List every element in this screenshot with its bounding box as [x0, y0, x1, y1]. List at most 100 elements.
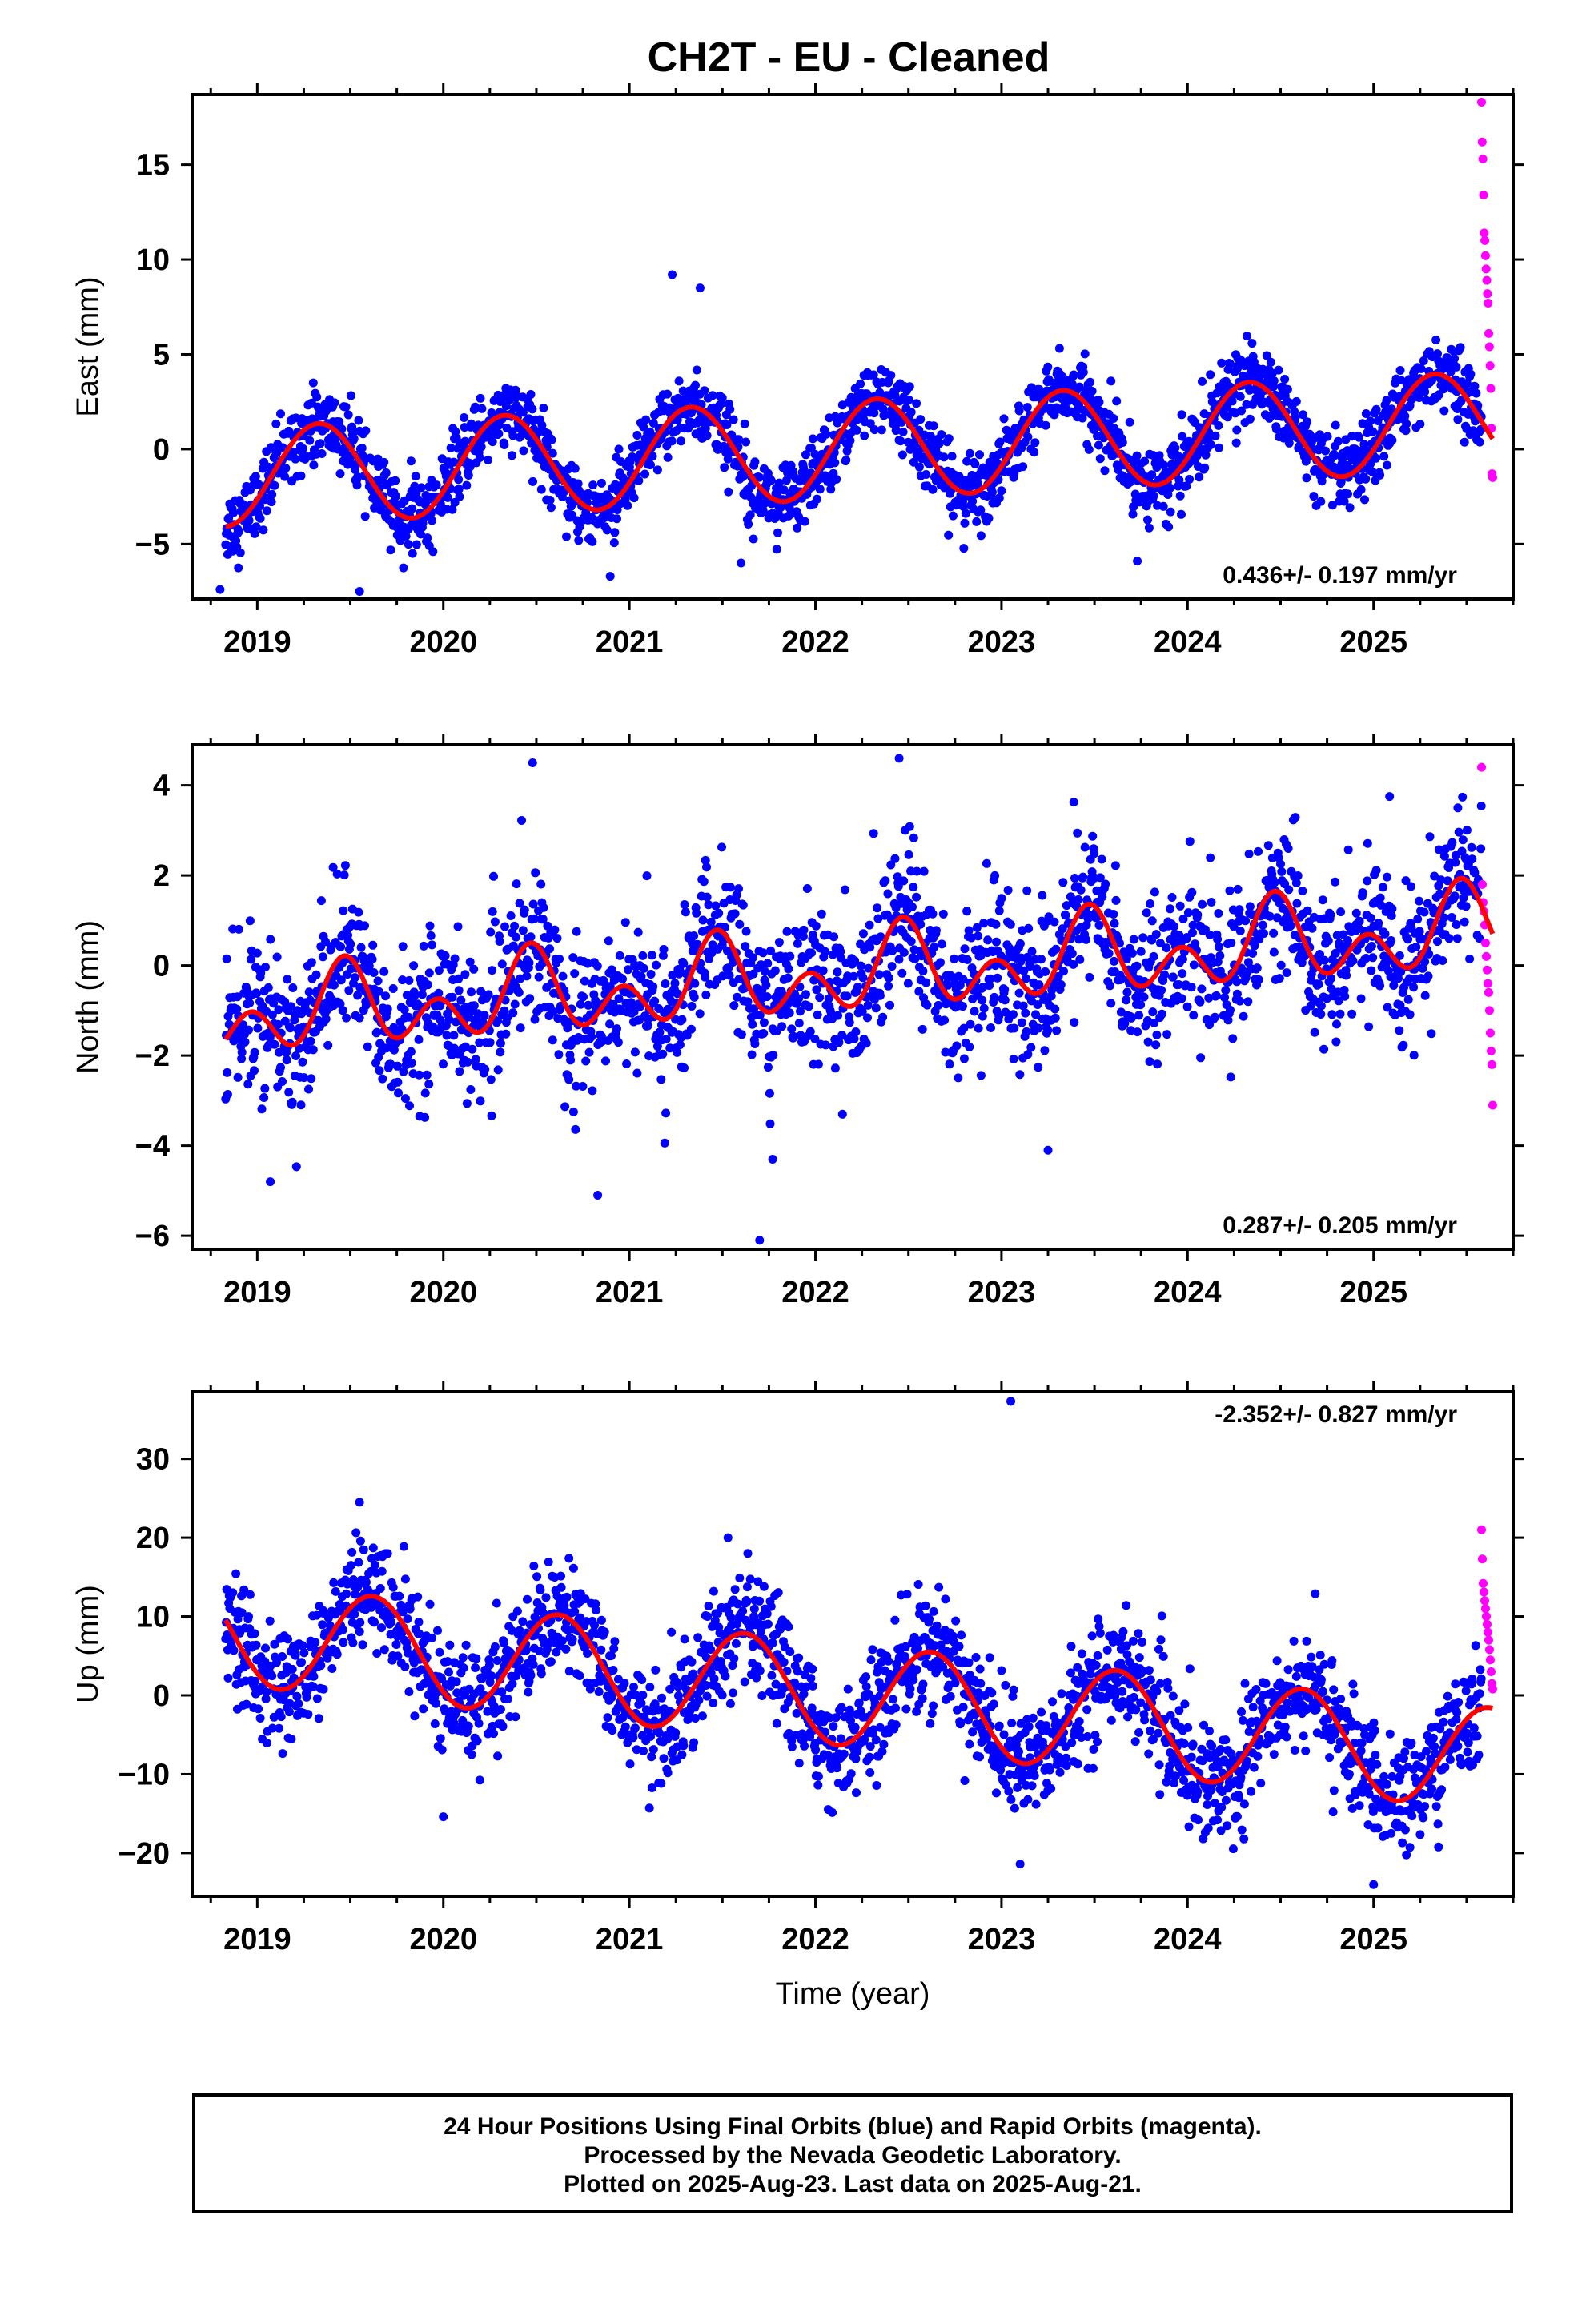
final-orbit-point [573, 479, 583, 489]
final-orbit-point [336, 942, 346, 951]
final-orbit-point [373, 976, 383, 986]
final-orbit-point [510, 921, 520, 931]
final-orbit-point [485, 1038, 495, 1047]
final-orbit-point [1162, 1030, 1172, 1039]
final-orbit-point [255, 513, 265, 523]
final-orbit-point [232, 1004, 242, 1014]
final-orbit-point [262, 506, 271, 516]
final-orbit-point [1106, 999, 1116, 1008]
final-orbit-point [558, 971, 568, 981]
final-orbit-point [610, 528, 620, 537]
final-orbit-point [405, 1604, 415, 1614]
final-orbit-point [267, 497, 276, 507]
final-orbit-point [908, 903, 917, 911]
final-orbit-point [375, 1066, 384, 1076]
final-orbit-point [484, 455, 492, 464]
final-orbit-point [1339, 497, 1349, 506]
y-tick-label: 0 [153, 950, 170, 983]
final-orbit-point [1241, 916, 1251, 926]
panel-0: 2019 2020 2021 2022 2023 2024 2025−5051015East… [71, 83, 1524, 659]
final-orbit-point [1138, 933, 1148, 943]
final-orbit-point [317, 449, 327, 458]
final-orbit-point [1361, 474, 1371, 484]
y-tick-label: 2 [153, 859, 170, 893]
final-orbit-point [278, 1652, 287, 1661]
final-orbit-point [460, 413, 469, 422]
final-orbit-point [572, 1081, 581, 1091]
final-orbit-point [1166, 483, 1174, 493]
final-orbit-point [878, 1012, 888, 1022]
final-orbit-point [984, 513, 994, 523]
final-orbit-point [633, 927, 643, 937]
final-orbit-point [730, 909, 740, 919]
final-orbit-point [525, 994, 535, 1003]
final-orbit-point [1075, 955, 1085, 964]
final-orbit-point [1146, 899, 1155, 908]
final-orbit-point [734, 435, 743, 444]
final-orbit-point [629, 1007, 639, 1016]
final-orbit-point [723, 454, 733, 464]
final-orbit-point [691, 380, 700, 390]
final-orbit-point [496, 1039, 505, 1048]
final-orbit-point [1168, 972, 1178, 982]
final-orbit-point [897, 450, 907, 460]
final-orbit-point [1303, 906, 1312, 915]
final-orbit-point [1149, 951, 1158, 961]
final-orbit-point [493, 1065, 503, 1075]
final-orbit-point [937, 939, 946, 949]
final-orbit-point [1245, 902, 1255, 911]
final-orbit-point [1293, 871, 1303, 880]
final-orbit-point [1178, 955, 1187, 964]
rapid-orbit-point [1488, 472, 1497, 482]
final-orbit-point [1151, 930, 1161, 939]
final-orbit-point [1331, 948, 1340, 958]
final-orbit-point [342, 1589, 351, 1598]
panel-1: 2019 2020 2021 2022 2023 2024 2025−6−4−2024Nor… [71, 734, 1524, 1309]
final-orbit-point [960, 944, 970, 954]
final-orbit-point [899, 947, 909, 957]
final-orbit-point [919, 866, 929, 876]
final-orbit-point [979, 1003, 989, 1013]
final-orbit-point [940, 1015, 950, 1025]
final-orbit-point [1204, 993, 1214, 1003]
final-orbit-point [305, 436, 315, 445]
final-orbit-point [1277, 866, 1287, 876]
final-orbit-point [445, 1640, 455, 1650]
final-orbit-point [568, 1107, 578, 1116]
x-tick-label: 2019 [223, 1276, 291, 1309]
final-orbit-point [1452, 934, 1462, 943]
final-orbit-point [1387, 904, 1397, 914]
final-orbit-point [1054, 344, 1064, 353]
final-orbit-point [516, 974, 525, 983]
final-orbit-point [1174, 476, 1184, 485]
final-orbit-point [1335, 1009, 1345, 1019]
final-orbit-point [1088, 831, 1098, 841]
final-orbit-point [460, 970, 470, 979]
final-orbit-point [904, 395, 913, 404]
final-orbit-point [500, 1006, 509, 1015]
final-orbit-point [896, 436, 905, 446]
final-orbit-point [1136, 947, 1146, 956]
final-orbit-point [1254, 846, 1263, 856]
final-orbit-point [916, 415, 926, 424]
final-orbit-point [312, 1694, 322, 1703]
final-orbit-point [1155, 939, 1165, 948]
final-orbit-point [446, 443, 456, 452]
final-orbit-point [1200, 463, 1210, 472]
final-orbit-point [408, 549, 417, 558]
final-orbit-outlier [894, 754, 904, 763]
final-orbit-point [1188, 920, 1198, 930]
final-orbit-point [1080, 842, 1090, 852]
final-orbit-point [1419, 907, 1429, 917]
final-orbit-point [259, 525, 268, 535]
final-orbit-point [1030, 448, 1039, 457]
final-orbit-point [1215, 951, 1225, 960]
final-orbit-point [1122, 995, 1131, 1005]
final-orbit-point [883, 889, 893, 899]
final-orbit-point [608, 999, 618, 1009]
final-orbit-point [1178, 432, 1187, 441]
final-orbit-point [711, 901, 721, 911]
final-orbit-point [1475, 934, 1484, 943]
y-tick-label: 5 [153, 338, 170, 372]
final-orbit-point [539, 404, 548, 412]
